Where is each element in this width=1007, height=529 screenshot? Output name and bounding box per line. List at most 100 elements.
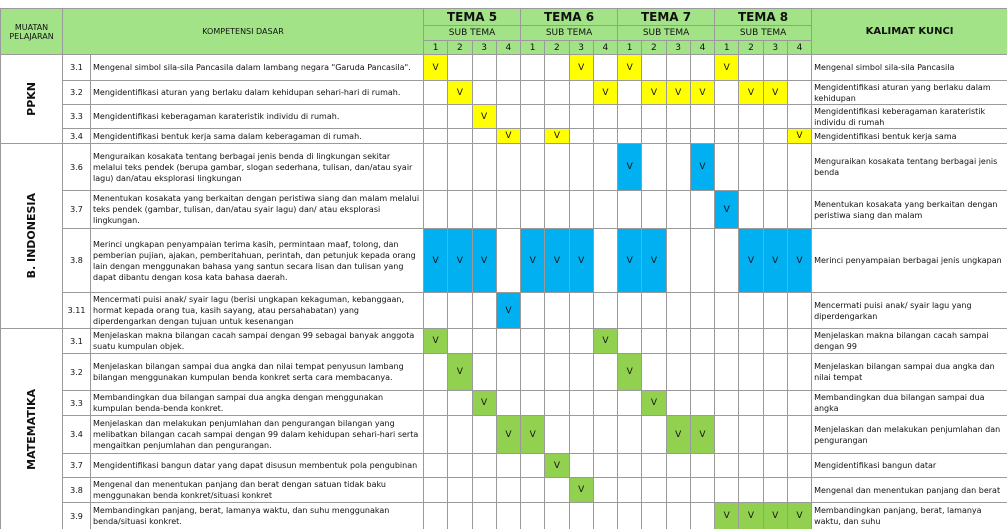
mark-cell (592, 190, 619, 229)
code-cell: 3.6 (62, 143, 91, 191)
mark-cell: V (689, 415, 716, 454)
mark-cell (447, 328, 473, 354)
mark-cell (592, 292, 619, 329)
key-text: Menjelaskan makna bilangan cacah sampai … (814, 331, 989, 351)
mark-cell (665, 353, 691, 391)
kd-text: Merinci ungkapan penyampaian terima kasi… (93, 239, 416, 282)
mark-cell: V (568, 54, 594, 81)
mark-cell (786, 415, 813, 454)
code-cell: 3.2 (62, 353, 91, 391)
subject-cell: PPKN (0, 54, 63, 144)
subject-name: PPKN (25, 82, 38, 116)
sub-number: 2 (544, 40, 570, 55)
mark-cell (689, 453, 716, 478)
mark-cell: V (568, 477, 594, 503)
mark-cell (617, 104, 643, 129)
mark-cell (617, 128, 643, 144)
mark-cell: V (762, 80, 788, 105)
subject-cell: MATEMATIKA (0, 328, 63, 529)
mark-cell (689, 104, 716, 129)
kd-cell: Menjelaskan dan melakukan penjumlahan da… (89, 415, 425, 454)
header-cell: KALIMAT KUNCI (811, 8, 1007, 55)
kd-code: 3.6 (70, 162, 83, 172)
key-text: Membandingkan panjang, berat, lamanya wa… (814, 506, 982, 526)
mark-cell (762, 453, 788, 478)
mark-cell: V (423, 54, 449, 81)
mark-cell (786, 143, 813, 191)
mark-cell (786, 353, 813, 391)
mark-cell (641, 54, 667, 81)
mark-cell: V (544, 453, 570, 478)
mark-cell (568, 328, 594, 354)
code-cell: 3.3 (62, 104, 91, 129)
key-text: Menentukan kosakata yang berkaitan denga… (814, 199, 998, 220)
kd-code: 3.9 (70, 511, 83, 521)
kd-code: 3.7 (70, 205, 83, 214)
mark-cell (471, 128, 497, 144)
mark-cell (641, 328, 667, 354)
key-text: Menguraikan kosakata tentang berbagai je… (814, 157, 998, 177)
mark-cell (689, 328, 716, 354)
mark-cell (471, 292, 497, 329)
mark-cell: V (471, 390, 497, 416)
mark-cell (665, 54, 691, 81)
mark-cell (786, 80, 813, 105)
mark-cell (641, 415, 667, 454)
mark-cell (714, 477, 740, 503)
mark-cell (689, 292, 716, 329)
kd-text: Membandingkan dua bilangan sampai dua an… (93, 393, 384, 413)
kd-text: Menentukan kosakata yang berkaitan denga… (93, 194, 420, 225)
kd-text: Mengenal dan menentukan panjang dan bera… (93, 480, 386, 500)
check-mark: V (723, 511, 730, 521)
check-mark: V (553, 131, 560, 141)
check-mark: V (675, 429, 682, 440)
mark-cell: V (544, 228, 570, 293)
mark-cell (447, 292, 473, 329)
mark-cell (495, 502, 522, 529)
mark-cell (738, 292, 764, 329)
check-mark: V (553, 460, 560, 471)
mark-cell (495, 353, 522, 391)
sub-number: 1 (520, 40, 546, 55)
kd-code: 3.3 (70, 112, 83, 121)
mark-cell: V (520, 228, 546, 293)
mark-cell (423, 353, 449, 391)
key-cell: Menentukan kosakata yang berkaitan denga… (811, 190, 1007, 229)
mark-cell: V (447, 228, 473, 293)
mark-cell: V (423, 228, 449, 293)
tema-header: TEMA 8 (714, 8, 813, 26)
mark-cell (762, 54, 788, 81)
check-mark: V (578, 62, 585, 73)
key-cell: Mencermati puisi anak/ syair lagu yang d… (811, 292, 1007, 329)
mark-cell (762, 477, 788, 503)
mark-cell: V (617, 143, 643, 191)
check-mark: V (796, 255, 803, 266)
mark-cell (762, 128, 788, 144)
subject-cell: B. INDONESIA (0, 143, 63, 329)
key-text: Mengidentifikasi keberagaman karateristi… (814, 106, 986, 127)
sub-number: 2 (641, 40, 667, 55)
mark-cell (786, 54, 813, 81)
check-mark: V (481, 398, 488, 408)
mark-cell (592, 502, 619, 529)
check-mark: V (650, 255, 657, 266)
mark-cell (689, 353, 716, 391)
mark-cell: V (495, 415, 522, 454)
mark-cell (520, 104, 546, 129)
mark-cell (738, 415, 764, 454)
mark-cell (544, 143, 570, 191)
mark-cell (689, 390, 716, 416)
check-mark: V (747, 255, 755, 266)
mark-cell (447, 415, 473, 454)
mark-cell (471, 502, 497, 529)
check-mark: V (432, 336, 439, 346)
check-mark: V (481, 255, 488, 266)
mark-cell (520, 328, 546, 354)
mark-cell (495, 80, 522, 105)
mark-cell: V (423, 328, 449, 354)
check-mark: V (626, 255, 633, 266)
key-cell: Membandingkan panjang, berat, lamanya wa… (811, 502, 1007, 529)
mark-cell (786, 328, 813, 354)
mark-cell: V (786, 128, 813, 144)
kd-cell: Mengidentifikasi keberagaman karateristi… (89, 104, 425, 129)
